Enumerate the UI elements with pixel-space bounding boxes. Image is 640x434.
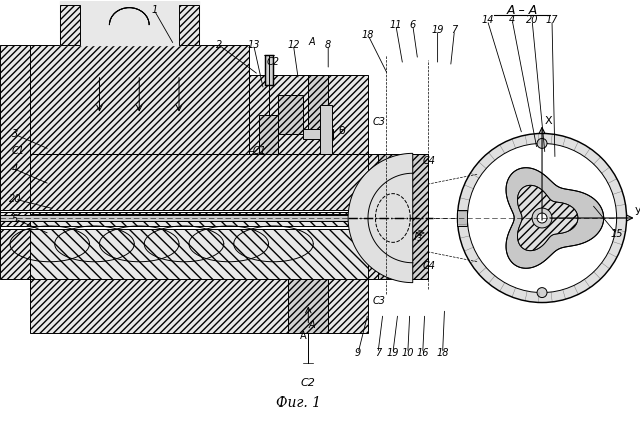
Polygon shape <box>289 279 328 333</box>
Circle shape <box>458 134 627 302</box>
Text: 15: 15 <box>611 229 623 239</box>
Text: 13: 13 <box>248 40 260 50</box>
Bar <box>0 226 428 229</box>
Polygon shape <box>0 45 30 279</box>
Text: 1: 1 <box>151 5 157 15</box>
Text: 19: 19 <box>431 25 444 35</box>
Polygon shape <box>248 75 368 155</box>
Polygon shape <box>30 45 248 155</box>
Circle shape <box>537 138 547 148</box>
Polygon shape <box>179 5 199 45</box>
Circle shape <box>537 213 547 223</box>
Circle shape <box>532 208 552 228</box>
Circle shape <box>467 143 616 293</box>
Text: C2: C2 <box>267 57 280 67</box>
Bar <box>0 215 428 221</box>
Polygon shape <box>259 115 278 155</box>
Text: 18: 18 <box>436 348 449 358</box>
Text: 16: 16 <box>417 348 429 358</box>
Bar <box>458 210 467 226</box>
Text: 2: 2 <box>216 40 222 50</box>
Polygon shape <box>60 5 79 45</box>
Polygon shape <box>518 185 578 250</box>
Text: 4: 4 <box>509 15 515 25</box>
Text: 7: 7 <box>375 348 381 358</box>
Polygon shape <box>518 185 578 250</box>
Text: y: y <box>634 205 640 215</box>
Text: C1: C1 <box>12 146 25 156</box>
Text: 17: 17 <box>546 15 558 25</box>
Text: C4: C4 <box>422 261 436 271</box>
Text: A: A <box>300 332 307 342</box>
Text: Фиг. 1: Фиг. 1 <box>276 396 321 410</box>
Text: 20: 20 <box>526 15 538 25</box>
Polygon shape <box>368 155 428 279</box>
Text: A: A <box>308 37 315 47</box>
Text: 11: 11 <box>390 20 402 30</box>
Bar <box>0 210 428 212</box>
Text: 14: 14 <box>481 15 493 25</box>
Text: C2: C2 <box>301 378 316 388</box>
Polygon shape <box>278 95 303 135</box>
Circle shape <box>537 288 547 298</box>
Text: C3: C3 <box>373 296 386 306</box>
Text: 10: 10 <box>401 348 414 358</box>
Text: $l_3$: $l_3$ <box>413 230 422 243</box>
Polygon shape <box>348 153 413 283</box>
Text: θ: θ <box>338 126 345 136</box>
Text: 20: 20 <box>9 194 21 204</box>
Text: 6: 6 <box>410 20 416 30</box>
Polygon shape <box>60 1 199 45</box>
Bar <box>264 55 273 85</box>
Polygon shape <box>378 155 428 279</box>
Text: 3: 3 <box>12 129 18 139</box>
Text: 19: 19 <box>387 348 399 358</box>
Text: 9: 9 <box>355 348 361 358</box>
Text: C3: C3 <box>373 116 386 126</box>
Bar <box>303 129 333 139</box>
Text: C4: C4 <box>422 156 436 166</box>
Text: 7: 7 <box>451 25 458 35</box>
Text: X: X <box>545 116 553 126</box>
Text: 12: 12 <box>287 40 300 50</box>
Text: –C1: –C1 <box>248 146 266 156</box>
Text: 18: 18 <box>362 30 374 40</box>
Text: 4: 4 <box>12 164 18 174</box>
Text: A: A <box>308 320 315 330</box>
Text: А – А: А – А <box>506 3 538 16</box>
Polygon shape <box>30 214 368 279</box>
Polygon shape <box>30 279 368 333</box>
Bar <box>320 105 332 155</box>
Text: 8: 8 <box>325 40 332 50</box>
Polygon shape <box>308 75 328 135</box>
Polygon shape <box>30 155 368 214</box>
Text: 5: 5 <box>12 214 18 224</box>
Polygon shape <box>506 168 604 268</box>
